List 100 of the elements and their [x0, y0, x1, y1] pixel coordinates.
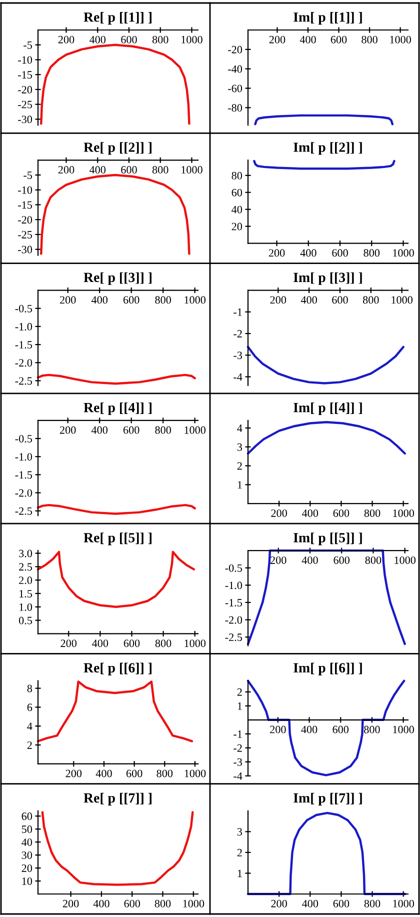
x-tick-label: 200 [270, 296, 286, 304]
y-tick-label: 3.0 [19, 550, 32, 558]
y-tick-label: -0.5 [225, 564, 242, 572]
y-tick-label: -0.5 [15, 434, 32, 443]
x-tick-label: 200 [62, 900, 79, 908]
line-series [254, 114, 394, 126]
x-tick-label: 800 [152, 36, 168, 44]
x-tick-label: 800 [364, 900, 380, 908]
y-tick-label: -1.5 [225, 598, 242, 606]
chart-title: Im[ p [[4]] ] [294, 402, 362, 416]
x-tick-label: 200 [270, 556, 286, 564]
y-tick-label: -1.5 [15, 341, 32, 349]
x-tick-label: 800 [152, 166, 168, 174]
y-tick-label: 1 [238, 702, 242, 710]
y-tick-label: 2 [237, 462, 242, 470]
x-tick-label: 600 [121, 36, 137, 44]
chart-title: Re[ p [[2]] ] [84, 142, 152, 155]
y-tick-label: -80 [228, 104, 242, 112]
y-tick-label: -0.5 [15, 304, 32, 312]
chart-title: Re[ p [[7]] ] [84, 792, 152, 806]
chart-title: Im[ p [[5]] ] [294, 532, 362, 546]
y-tick-label: -2.5 [15, 377, 32, 385]
x-tick-label: 200 [60, 640, 77, 648]
line-series [41, 811, 194, 886]
x-tick-label: 400 [301, 726, 318, 734]
x-tick-label: 400 [302, 900, 318, 908]
x-tick-label: 400 [91, 426, 108, 434]
x-tick-label: 400 [89, 36, 106, 44]
x-tick-label: 400 [302, 509, 318, 517]
line-series [36, 550, 196, 608]
x-tick-label: 800 [364, 509, 380, 517]
x-tick-label: 600 [332, 726, 349, 734]
y-tick-label: -4 [234, 373, 242, 381]
x-tick-label: 800 [362, 296, 379, 304]
y-tick-label: -10 [18, 56, 32, 64]
x-tick-label: 400 [96, 770, 112, 778]
x-tick-label: 200 [60, 426, 76, 434]
y-tick-label: 3 [237, 443, 242, 451]
x-tick-label: 1000 [184, 770, 206, 778]
x-tick-label: 400 [300, 296, 317, 304]
x-tick-label: 1000 [184, 640, 206, 648]
y-tick-label: 20 [232, 222, 242, 230]
line-series [246, 812, 406, 896]
y-tick-label: 60 [22, 812, 32, 820]
y-tick-label: 2.5 [19, 563, 32, 571]
y-tick-label: -4 [234, 772, 242, 780]
y-tick-label: -30 [18, 116, 32, 124]
y-tick-label: -2 [234, 744, 242, 752]
y-tick-label: 80 [232, 172, 242, 180]
x-tick-label: 200 [58, 166, 74, 174]
y-tick-label: 1 [238, 481, 242, 489]
y-tick-label: -20 [18, 86, 32, 94]
y-tick-label: -5 [24, 41, 32, 49]
x-tick-label: 600 [332, 296, 348, 304]
x-tick-label: 1000 [392, 296, 413, 304]
x-tick-label: 600 [123, 426, 140, 434]
y-tick-label: 1.5 [20, 590, 32, 598]
y-tick-label: 3 [237, 828, 242, 836]
y-tick-label: 2 [237, 688, 242, 696]
y-tick-label: -25 [18, 230, 32, 238]
x-tick-label: 200 [268, 249, 285, 257]
chart-title: Re[ p [[1]] ] [84, 12, 152, 25]
x-tick-label: 400 [93, 900, 110, 908]
x-tick-label: 1000 [184, 426, 206, 434]
y-tick-label: 30 [22, 851, 32, 859]
chart-title: Im[ p [[6]] ] [294, 662, 362, 676]
chart-title: Re[ p [[6]] ] [84, 662, 152, 676]
y-tick-label: -3 [234, 758, 242, 766]
y-tick-label: -1.0 [15, 322, 32, 330]
x-tick-label: 1000 [183, 900, 204, 908]
x-tick-label: 1000 [394, 556, 416, 564]
x-tick-label: 600 [123, 296, 140, 304]
y-tick-label: -20 [228, 46, 242, 54]
y-tick-label: -1.0 [15, 453, 32, 461]
x-tick-label: 200 [271, 900, 287, 908]
y-tick-label: 4 [237, 424, 242, 432]
y-tick-label: 4 [27, 722, 32, 730]
chart-title: Im[ p [[1]] ] [294, 12, 362, 25]
y-tick-label: -15 [18, 71, 32, 79]
line-series [36, 374, 196, 385]
x-tick-label: 800 [364, 726, 380, 734]
y-tick-label: 10 [22, 877, 32, 885]
y-tick-label: -1 [234, 308, 242, 316]
x-tick-label: 600 [121, 166, 137, 174]
y-tick-label: -20 [18, 216, 32, 224]
x-tick-label: 200 [66, 770, 82, 778]
y-tick-label: -2.0 [15, 489, 32, 497]
x-tick-label: 1000 [390, 36, 411, 44]
y-tick-label: -60 [228, 84, 242, 92]
y-tick-label: -15 [18, 201, 32, 209]
y-tick-label: 8 [27, 684, 32, 692]
chart-title: Re[ p [[5]] ] [84, 532, 152, 546]
x-tick-label: 800 [154, 900, 171, 908]
y-tick-label: 40 [22, 838, 32, 846]
y-tick-label: -1.5 [15, 471, 32, 479]
x-tick-label: 1000 [393, 726, 414, 734]
x-tick-label: 600 [333, 900, 350, 908]
x-tick-label: 1000 [393, 249, 414, 257]
y-tick-label: 0.5 [18, 616, 32, 624]
x-tick-label: 1000 [182, 166, 202, 174]
